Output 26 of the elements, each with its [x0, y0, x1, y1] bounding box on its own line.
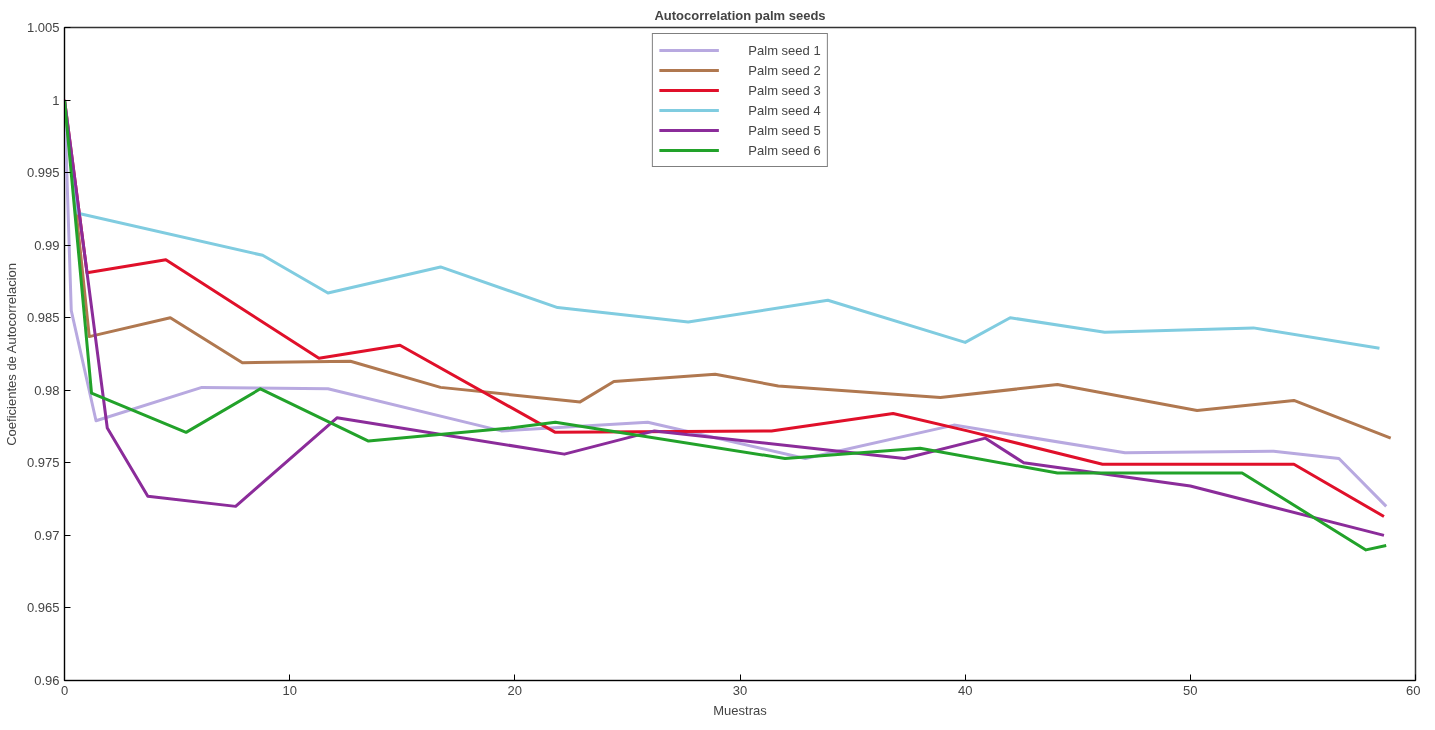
y-tick-label: 0.99 [34, 237, 60, 253]
chart-title: Autocorrelation palm seeds [654, 7, 826, 23]
y-tick-label: 0.98 [34, 382, 60, 398]
x-tick-label: 20 [507, 682, 523, 698]
legend-label: Palm seed 4 [748, 102, 821, 118]
y-tick-label: 0.975 [26, 455, 60, 471]
x-tick-label: 40 [957, 682, 973, 698]
y-tick-label: 0.97 [34, 527, 60, 543]
y-tick-label: 0.985 [26, 310, 60, 326]
legend-label: Palm seed 6 [748, 142, 821, 158]
y-tick-label: 0.995 [26, 165, 60, 181]
y-tick-label: 1 [52, 92, 60, 108]
x-tick-label: 0 [60, 682, 69, 698]
y-tick-label: 0.965 [26, 600, 60, 616]
legend-label: Palm seed 2 [748, 62, 821, 78]
y-axis-title: Coeficientes de Autocorrelacion [3, 262, 19, 446]
legend-label: Palm seed 3 [748, 82, 821, 98]
x-tick-label: 50 [1183, 682, 1198, 698]
y-tick-label: 1.005 [26, 20, 60, 35]
y-tick-label: 0.96 [34, 673, 60, 688]
x-tick-label: 30 [732, 682, 748, 698]
x-tick-label: 60 [1406, 682, 1421, 698]
legend-label: Palm seed 5 [748, 122, 821, 138]
x-axis-title: Muestras [713, 702, 768, 718]
legend-label: Palm seed 1 [748, 42, 821, 58]
x-tick-label: 10 [282, 682, 297, 698]
